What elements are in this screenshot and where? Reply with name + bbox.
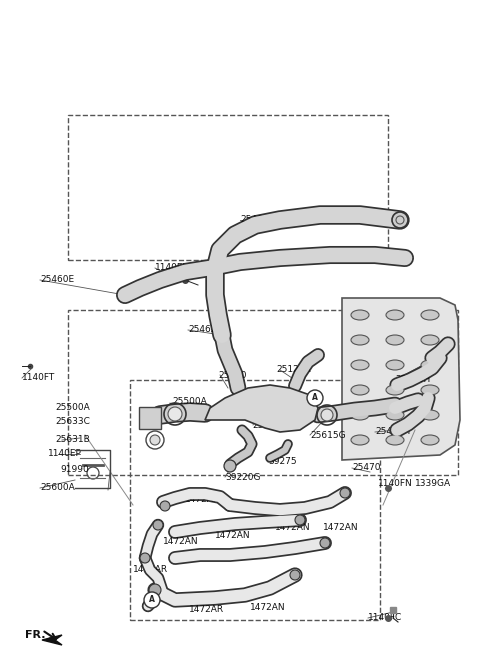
Text: A: A <box>149 596 155 604</box>
Text: 39275: 39275 <box>268 457 297 466</box>
Text: 1140FN: 1140FN <box>378 478 413 487</box>
Text: 91990: 91990 <box>60 466 89 474</box>
Ellipse shape <box>351 310 369 320</box>
Text: 1472AR: 1472AR <box>189 605 224 615</box>
Text: 25128A: 25128A <box>276 365 311 375</box>
Text: FR.: FR. <box>25 630 46 640</box>
Text: 25460E: 25460E <box>40 276 74 285</box>
Circle shape <box>150 435 160 445</box>
Text: 1140EJ: 1140EJ <box>155 264 186 272</box>
Ellipse shape <box>421 410 439 420</box>
Ellipse shape <box>351 335 369 345</box>
Ellipse shape <box>386 310 404 320</box>
Circle shape <box>149 584 161 596</box>
Polygon shape <box>42 635 62 645</box>
Ellipse shape <box>351 435 369 445</box>
Text: 1472AN: 1472AN <box>275 522 311 531</box>
Text: 1472AR: 1472AR <box>133 565 168 575</box>
Text: 25631B: 25631B <box>55 436 90 445</box>
Text: 25600A: 25600A <box>40 483 75 493</box>
Circle shape <box>168 407 182 421</box>
Text: 25500A: 25500A <box>55 403 90 413</box>
Ellipse shape <box>351 385 369 395</box>
Circle shape <box>307 390 323 406</box>
Circle shape <box>290 570 300 580</box>
Text: 25633C: 25633C <box>252 420 287 430</box>
Ellipse shape <box>421 310 439 320</box>
Text: 1472AN: 1472AN <box>250 602 286 611</box>
Polygon shape <box>342 298 460 460</box>
Text: 1472AN: 1472AN <box>215 531 251 539</box>
Text: 1472AN: 1472AN <box>323 522 359 531</box>
Ellipse shape <box>421 385 439 395</box>
Text: 1339GA: 1339GA <box>415 478 451 487</box>
Circle shape <box>295 515 305 525</box>
Text: 1140EP: 1140EP <box>48 449 82 459</box>
Circle shape <box>320 538 330 548</box>
Ellipse shape <box>386 335 404 345</box>
Text: 25469H: 25469H <box>375 428 410 436</box>
Circle shape <box>153 520 163 530</box>
Text: 25462B: 25462B <box>188 325 223 335</box>
Text: 25620: 25620 <box>218 371 247 380</box>
Text: 25468H: 25468H <box>395 375 430 384</box>
Circle shape <box>321 409 333 421</box>
Circle shape <box>160 501 170 511</box>
FancyBboxPatch shape <box>139 407 161 429</box>
Circle shape <box>224 460 236 472</box>
Circle shape <box>144 592 160 608</box>
Text: 1472AN: 1472AN <box>185 495 221 504</box>
Ellipse shape <box>351 410 369 420</box>
Text: 25462B: 25462B <box>240 216 275 224</box>
Text: 1140FT: 1140FT <box>22 373 55 382</box>
Text: A: A <box>312 394 318 403</box>
Ellipse shape <box>386 385 404 395</box>
Ellipse shape <box>421 435 439 445</box>
Text: 1472AN: 1472AN <box>163 537 199 546</box>
Circle shape <box>392 212 408 228</box>
Ellipse shape <box>421 335 439 345</box>
Polygon shape <box>205 385 318 432</box>
Text: 39220G: 39220G <box>225 472 261 482</box>
Ellipse shape <box>386 435 404 445</box>
Ellipse shape <box>386 410 404 420</box>
Text: 25633C: 25633C <box>55 417 90 426</box>
Text: 25615G: 25615G <box>310 430 346 440</box>
Ellipse shape <box>351 360 369 370</box>
Circle shape <box>140 553 150 563</box>
Ellipse shape <box>386 360 404 370</box>
Circle shape <box>340 488 350 498</box>
Text: 25470: 25470 <box>352 464 381 472</box>
Text: 25500A: 25500A <box>172 398 207 407</box>
Text: 1140FC: 1140FC <box>368 613 402 623</box>
Ellipse shape <box>421 360 439 370</box>
